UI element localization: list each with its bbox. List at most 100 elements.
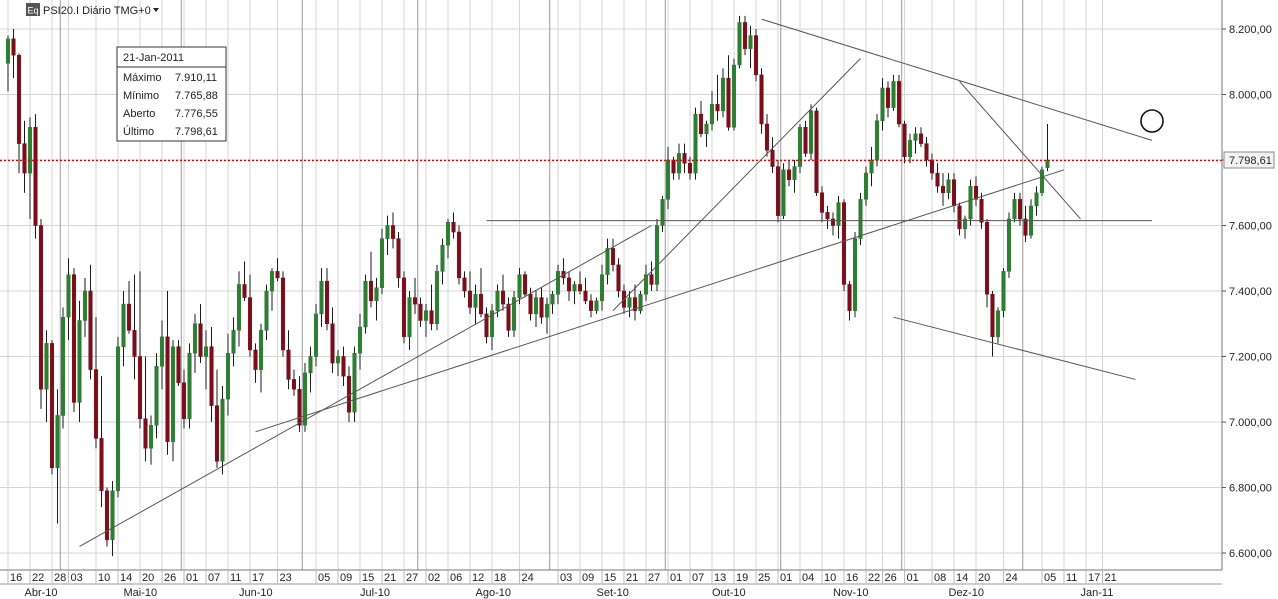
candle xyxy=(22,120,27,193)
candle-body xyxy=(995,310,1001,338)
month-label: Set-10 xyxy=(597,587,629,599)
candle-body xyxy=(830,218,836,226)
x-tick-label: 21 xyxy=(1105,572,1117,584)
candle xyxy=(330,307,335,373)
candle xyxy=(275,258,280,282)
candle xyxy=(781,163,786,219)
candle-body xyxy=(198,323,203,357)
candle-body xyxy=(1017,199,1023,220)
x-tick-label: 15 xyxy=(604,572,616,584)
candle xyxy=(605,238,610,285)
candle-body xyxy=(517,274,522,298)
trendlines xyxy=(79,18,1153,547)
x-tick-label: 27 xyxy=(406,572,418,584)
candle xyxy=(467,271,473,314)
candle-body xyxy=(632,297,638,311)
instrument-icon xyxy=(26,3,40,16)
dropdown-icon[interactable] xyxy=(153,8,159,12)
candle xyxy=(544,297,550,334)
candle-body xyxy=(473,294,478,308)
candle-body xyxy=(819,192,825,213)
x-tick-label: 14 xyxy=(956,572,968,584)
candle-body xyxy=(665,159,671,200)
candle-body xyxy=(357,326,363,354)
trendline-resistance-dec xyxy=(959,81,1081,220)
candle-body xyxy=(115,346,121,492)
candle-body xyxy=(759,74,764,125)
candle xyxy=(126,281,132,334)
candle-body xyxy=(577,284,583,292)
candle-body xyxy=(11,38,16,56)
candle xyxy=(946,173,951,200)
highlight-circle xyxy=(1140,109,1164,133)
candle xyxy=(599,264,605,311)
candle-body xyxy=(297,389,302,426)
candle-body xyxy=(940,185,946,193)
x-tick-label: 10 xyxy=(98,572,110,584)
x-tick-label: 07 xyxy=(692,572,704,584)
candle xyxy=(401,271,407,344)
candle xyxy=(572,281,577,305)
candle-body xyxy=(742,22,748,49)
candle-body xyxy=(968,185,973,220)
candle xyxy=(654,218,660,291)
candle-body xyxy=(896,81,902,125)
x-tick-label: 13 xyxy=(714,572,726,584)
candle-body xyxy=(1045,160,1050,168)
candle xyxy=(407,291,412,350)
candle xyxy=(693,107,698,180)
candle xyxy=(280,271,286,357)
candle xyxy=(627,291,632,318)
x-axis: 16 22 28 03 10 14 20 26 01 07 11 17 23 05 09 15 21 27 02 06… xyxy=(7,570,1117,599)
candle xyxy=(803,120,808,157)
candle xyxy=(33,114,38,239)
candle xyxy=(577,271,583,295)
candle-body xyxy=(154,366,159,426)
candle xyxy=(93,317,99,449)
candle-body xyxy=(352,352,357,413)
candle xyxy=(423,304,429,337)
candle-body xyxy=(1012,199,1017,220)
info-label-open: Aberto xyxy=(123,108,155,120)
candle xyxy=(192,313,198,373)
candle xyxy=(1023,205,1028,242)
trendline-resistance-top xyxy=(761,18,1153,141)
candle xyxy=(88,264,93,380)
candle-body xyxy=(528,294,533,315)
candle xyxy=(291,369,297,396)
candle xyxy=(319,268,324,328)
candle xyxy=(907,133,913,164)
y-axis: 8.200,008.000,007.800,007.600,007.400,00… xyxy=(1222,24,1272,560)
month-label: Jun-10 xyxy=(239,587,273,599)
candle xyxy=(1034,186,1039,216)
candle-body xyxy=(313,313,319,357)
candle-body xyxy=(649,274,654,285)
candle xyxy=(891,74,896,111)
candle xyxy=(632,284,638,321)
candle-body xyxy=(44,343,49,390)
x-tick-label: 24 xyxy=(1006,572,1018,584)
candle xyxy=(759,68,764,134)
candle xyxy=(445,218,451,259)
candle xyxy=(616,258,621,298)
candle xyxy=(484,307,489,344)
month-label: Mai-10 xyxy=(124,587,158,599)
candle-body xyxy=(225,352,231,400)
candle xyxy=(253,343,258,383)
chart-header[interactable]: Eq PSI20.I Diário TMG+0 xyxy=(26,3,159,17)
candle-body xyxy=(423,310,429,321)
x-tick-label: 17 xyxy=(1088,572,1100,584)
x-tick-label: 12 xyxy=(472,572,484,584)
candle xyxy=(308,346,313,393)
candle-body xyxy=(764,123,770,151)
candle xyxy=(11,29,16,79)
chart-title: PSI20.I Diário TMG+0 xyxy=(43,5,151,17)
x-tick-label: 09 xyxy=(340,572,352,584)
info-value-min: 7.765,88 xyxy=(175,90,218,102)
candle xyxy=(1017,192,1023,226)
candle-body xyxy=(913,133,918,141)
candle xyxy=(324,268,330,331)
trendline-support-jul-dec xyxy=(255,169,1065,433)
candle xyxy=(1039,166,1045,197)
